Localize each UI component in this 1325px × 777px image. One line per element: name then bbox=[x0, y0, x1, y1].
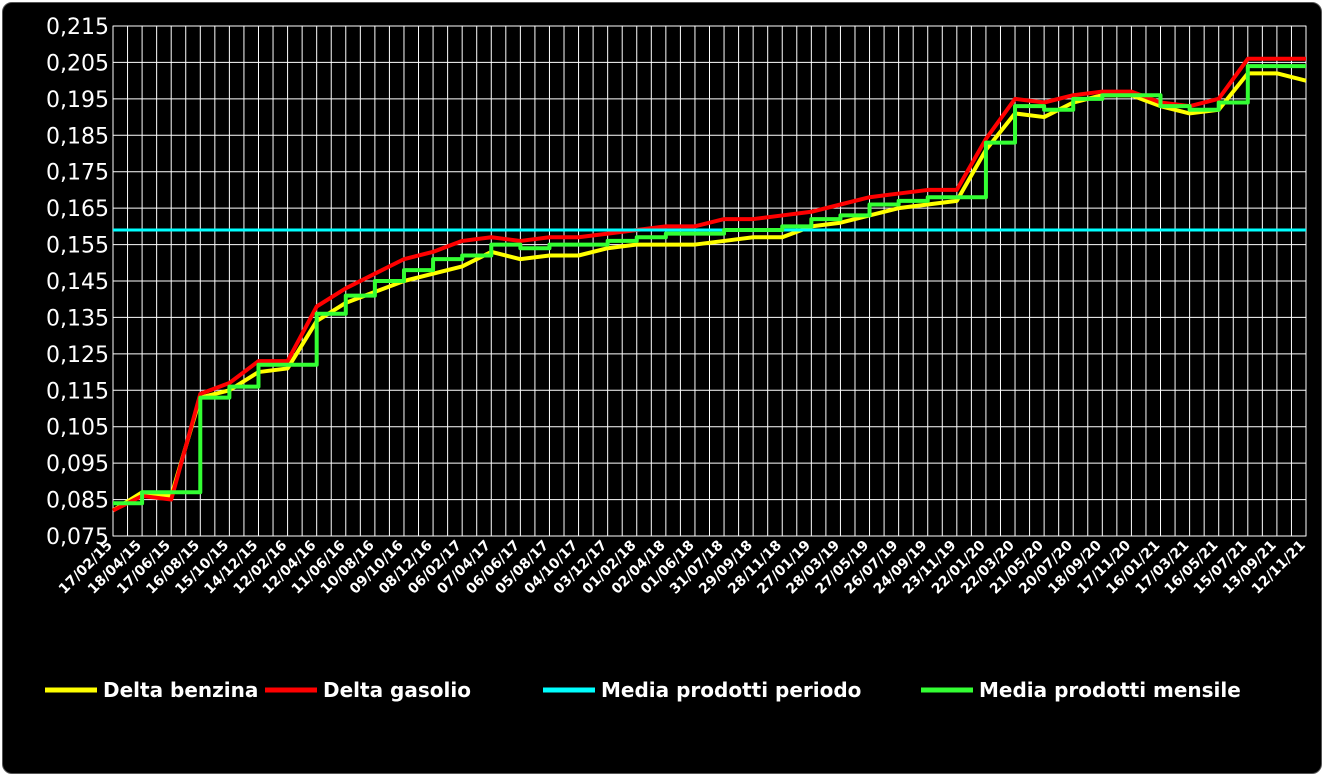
y-tick-label: 0,205 bbox=[46, 51, 109, 76]
x-axis: 17/02/1518/04/1517/06/1516/08/1515/10/15… bbox=[56, 537, 1309, 597]
y-tick-label: 0,095 bbox=[46, 452, 109, 477]
series-lines bbox=[111, 56, 1307, 513]
line-chart: 0,075 0,085 0,095 0,105 0,115 0,125 0,135 0,145… bbox=[45, 15, 1309, 702]
legend-label: Delta benzina bbox=[103, 678, 258, 702]
legend-label: Media prodotti mensile bbox=[979, 678, 1241, 702]
y-tick-label: 0,215 bbox=[46, 15, 109, 40]
legend-label: Media prodotti periodo bbox=[601, 678, 861, 702]
y-tick-label: 0,075 bbox=[46, 525, 109, 550]
y-tick-label: 0,085 bbox=[46, 489, 109, 514]
legend: Delta benzina Delta gasolio Media prodotti… bbox=[45, 678, 1241, 702]
y-tick-label: 0,185 bbox=[46, 124, 109, 149]
y-tick-label: 0,195 bbox=[46, 88, 109, 113]
y-tick-label: 0,125 bbox=[46, 343, 109, 368]
legend-label: Delta gasolio bbox=[323, 678, 471, 702]
y-tick-label: 0,165 bbox=[46, 197, 109, 222]
y-tick-label: 0,115 bbox=[46, 379, 109, 404]
series-line bbox=[113, 64, 1306, 506]
y-tick-label: 0,175 bbox=[46, 161, 109, 186]
y-tick-label: 0,145 bbox=[46, 270, 109, 295]
y-axis: 0,075 0,085 0,095 0,105 0,115 0,125 0,135 0,145… bbox=[46, 15, 109, 550]
y-tick-label: 0,135 bbox=[46, 306, 109, 331]
y-tick-label: 0,105 bbox=[46, 416, 109, 441]
y-tick-label: 0,155 bbox=[46, 234, 109, 259]
series-line bbox=[112, 56, 1306, 513]
